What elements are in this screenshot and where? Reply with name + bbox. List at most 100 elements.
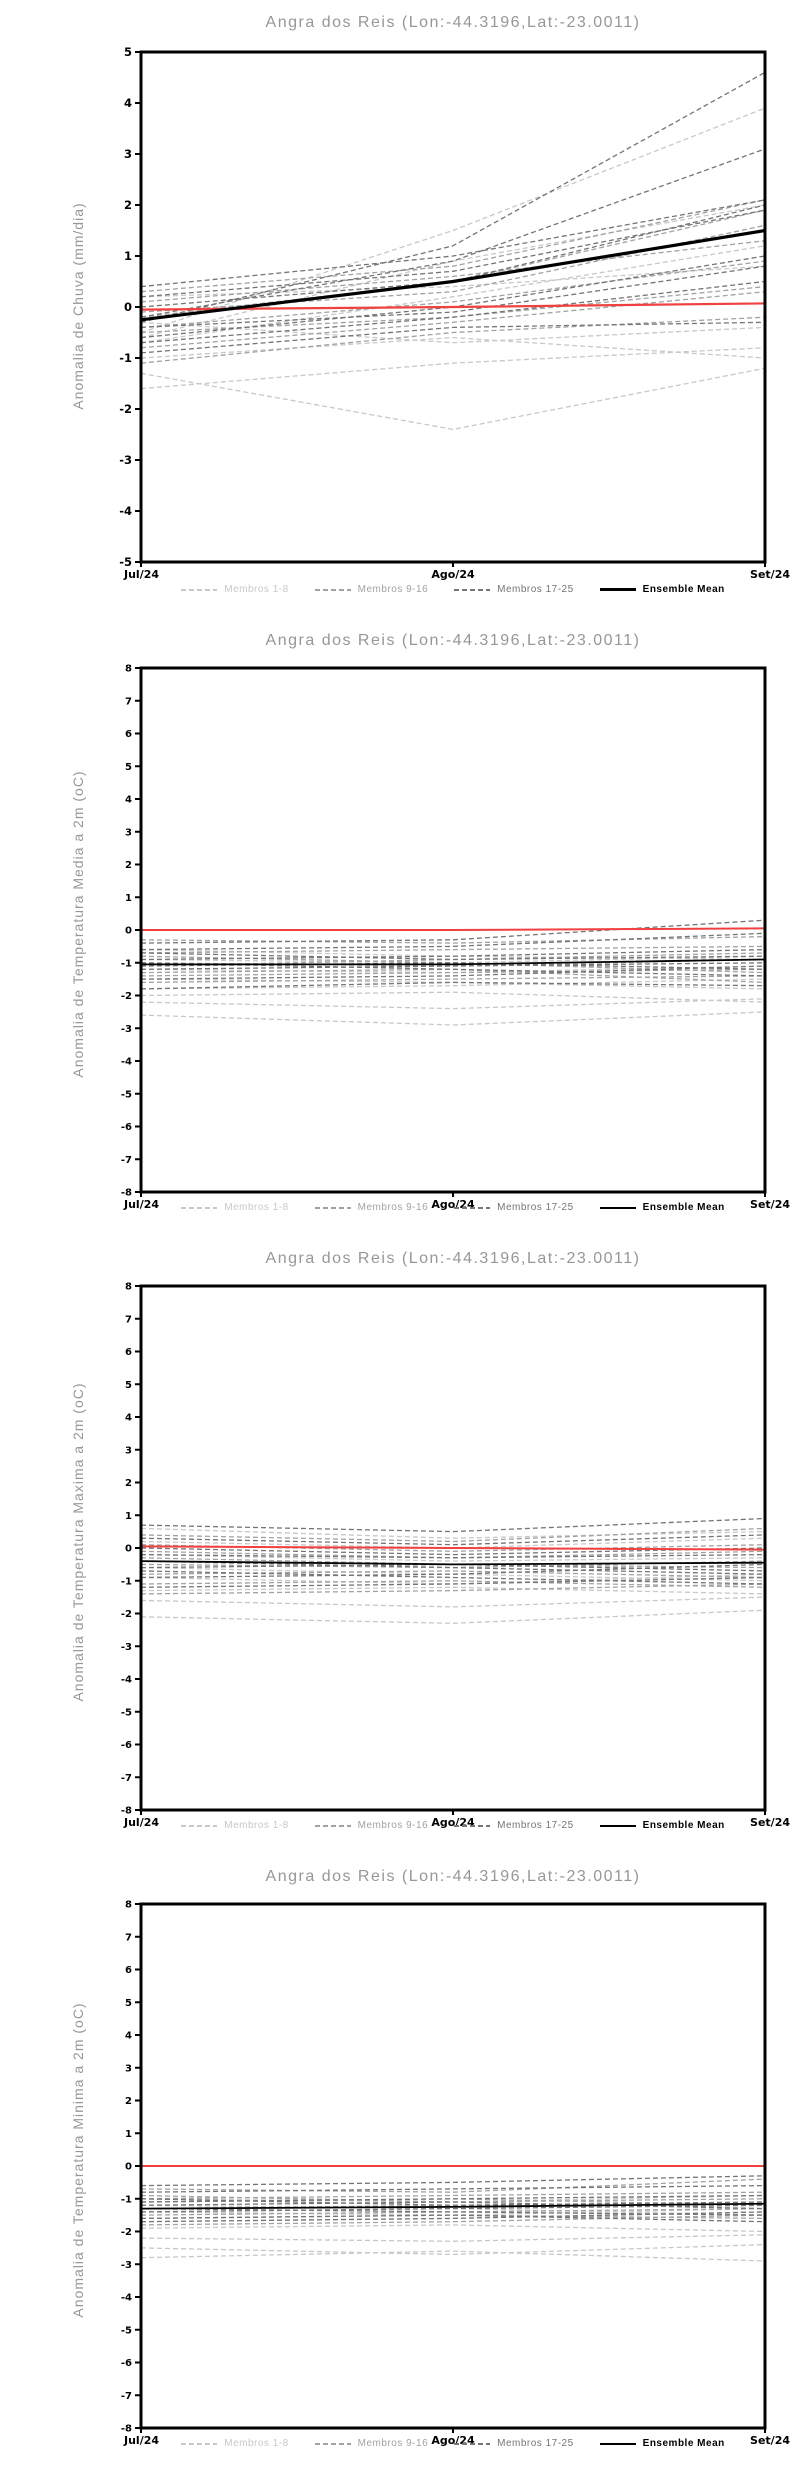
y-tick-label: -7	[121, 1773, 132, 1784]
member-line-members_17_25	[140, 965, 766, 980]
legend-line-members-17-25-icon	[454, 2442, 491, 2445]
member-line-members_9_16	[140, 945, 766, 954]
legend-label: Membros 9-16	[357, 584, 429, 595]
chart-title: Angra dos Reis (Lon:-44.3196,Lat:-23.001…	[265, 1868, 641, 1885]
ensemble-mean-line	[141, 958, 766, 966]
y-tick-label: 3	[125, 2063, 132, 2074]
chart-title: Angra dos Reis (Lon:-44.3196,Lat:-23.001…	[265, 1250, 641, 1267]
legend-line-members-1-8-icon	[181, 1206, 218, 1209]
member-line-members_1_8	[140, 204, 766, 339]
y-tick-label: 4	[125, 2031, 132, 2042]
member-line-members_17_25	[140, 199, 766, 288]
y-tick-label: 5	[125, 1380, 132, 1391]
member-line-members_17_25	[140, 2207, 766, 2216]
member-line-members_1_8	[140, 978, 766, 990]
y-tick-label: 8	[125, 1900, 132, 1911]
ensemble-mean-line	[140, 2202, 766, 2210]
y-tick-label: 4	[125, 795, 132, 806]
y-tick-label: 2	[124, 198, 132, 212]
y-tick-label: 1	[125, 2129, 132, 2140]
legend-label: Membros 17-25	[497, 584, 574, 595]
y-tick-label: -3	[121, 1024, 132, 1035]
member-line-members_17_25	[140, 948, 766, 961]
y-tick-label: -5	[121, 1089, 132, 1100]
y-tick-label: -5	[121, 2325, 132, 2336]
member-line-members_9_16	[140, 199, 766, 293]
chart-legend: Membros 1-8 Membros 9-16 Membros 17-25 E…	[121, 2438, 785, 2449]
legend-label: Membros 1-8	[224, 584, 289, 595]
member-line-members_1_8	[140, 2250, 766, 2262]
y-tick-label: -4	[121, 1675, 132, 1686]
x-tick-label: Set/24	[750, 1816, 790, 1829]
chart-block-min-temp-anomaly: Angra dos Reis (Lon:-44.3196,Lat:-23.001…	[0, 1854, 800, 2472]
y-tick-label: -6	[121, 1122, 132, 1133]
member-line-members_9_16	[140, 316, 766, 364]
legend-label: Ensemble Mean	[642, 1202, 725, 1213]
y-tick-label: 0	[125, 1544, 132, 1555]
red-reference-line	[141, 927, 766, 931]
member-line-members_9_16	[140, 2178, 766, 2193]
member-line-members_17_25	[140, 981, 766, 990]
member-line-members_1_8	[140, 1011, 766, 1026]
member-line-members_9_16	[140, 291, 766, 349]
y-tick-label: 3	[124, 147, 132, 161]
chart-legend: Membros 1-8 Membros 9-16 Membros 17-25 E…	[121, 1202, 785, 1213]
x-tick-label: Jul/24	[123, 1198, 159, 1211]
ensemble-mean-line	[140, 228, 766, 322]
legend-line-members-9-16-icon	[314, 588, 351, 591]
legend-line-members-9-16-icon	[314, 2442, 351, 2445]
legend-item-ensemble-mean: Ensemble Mean	[599, 2438, 725, 2449]
member-line-members_17_25	[140, 280, 766, 344]
y-tick-label: -2	[121, 991, 132, 1002]
y-tick-label: 4	[124, 96, 132, 110]
legend-line-members-1-8-icon	[181, 2442, 218, 2445]
legend-line-members-9-16-icon	[314, 1206, 351, 1209]
member-line-members_1_8	[140, 1609, 766, 1624]
chart-legend: Membros 1-8 Membros 9-16 Membros 17-25 E…	[121, 584, 785, 595]
legend-item-members-9-16: Membros 9-16	[314, 1202, 429, 1213]
y-tick-label: -5	[121, 1707, 132, 1718]
member-line-members_1_8	[140, 2224, 766, 2233]
legend-item-members-1-8: Membros 1-8	[181, 1202, 288, 1213]
y-tick-label: -3	[121, 1642, 132, 1653]
y-tick-label: 7	[125, 1314, 132, 1325]
y-tick-label: 0	[125, 2162, 132, 2173]
chart-block-mean-temp-anomaly: Angra dos Reis (Lon:-44.3196,Lat:-23.001…	[0, 618, 800, 1236]
legend-label: Membros 9-16	[357, 1202, 429, 1213]
ensemble-mean-line	[140, 1560, 766, 1566]
y-tick-label: -3	[119, 453, 132, 467]
y-tick-label: -5	[119, 555, 132, 569]
member-line-members_1_8	[140, 2243, 766, 2256]
member-line-members_17_25	[140, 932, 766, 951]
legend-label: Membros 17-25	[497, 1820, 574, 1831]
member-line-members_1_8	[140, 367, 766, 431]
legend-line-members-17-25-icon	[454, 1206, 491, 1209]
legend-item-members-17-25: Membros 17-25	[454, 584, 574, 595]
member-line-members_17_25	[140, 2194, 766, 2203]
legend-label: Membros 1-8	[224, 2438, 289, 2449]
member-line-members_17_25	[140, 2214, 766, 2223]
legend-line-members-1-8-icon	[181, 1824, 218, 1827]
legend-item-ensemble-mean: Ensemble Mean	[599, 584, 725, 595]
y-tick-label: 7	[125, 696, 132, 707]
member-line-members_1_8	[140, 321, 766, 344]
y-tick-label: -2	[119, 402, 132, 416]
y-tick-label: 2	[125, 2096, 132, 2107]
x-tick-label: Jul/24	[123, 2434, 159, 2447]
y-tick-label: -1	[121, 1576, 132, 1587]
x-tick-label: Set/24	[750, 568, 790, 581]
member-line-members_9_16	[140, 1583, 766, 1595]
legend-item-members-1-8: Membros 1-8	[181, 584, 288, 595]
member-line-members_9_16	[140, 1527, 766, 1543]
legend-line-ensemble-mean-icon	[599, 1206, 636, 1209]
member-line-members_9_16	[140, 2214, 766, 2226]
y-tick-label: -7	[121, 2391, 132, 2402]
y-tick-label: 5	[125, 1998, 132, 2009]
y-tick-label: -2	[121, 1609, 132, 1620]
legend-line-ensemble-mean-icon	[599, 1824, 636, 1827]
legend-line-members-17-25-icon	[454, 588, 491, 591]
y-tick-label: 6	[125, 1347, 132, 1358]
member-line-members_9_16	[140, 968, 766, 977]
